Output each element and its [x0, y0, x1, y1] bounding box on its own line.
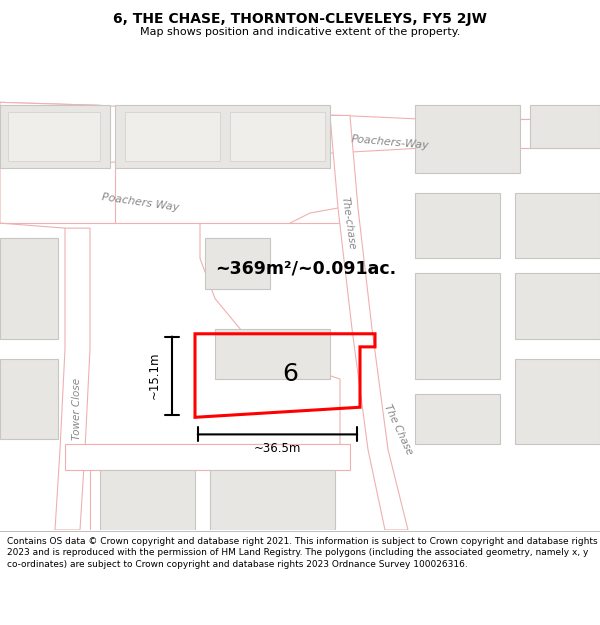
Polygon shape — [415, 193, 500, 258]
Text: The Chase: The Chase — [382, 402, 414, 456]
Polygon shape — [210, 469, 335, 530]
Polygon shape — [100, 469, 195, 530]
Polygon shape — [515, 273, 600, 339]
Text: Poachers Way: Poachers Way — [101, 192, 179, 213]
Polygon shape — [8, 112, 100, 161]
Polygon shape — [415, 106, 520, 172]
Polygon shape — [515, 193, 600, 258]
Polygon shape — [530, 106, 600, 148]
Polygon shape — [430, 119, 600, 148]
Polygon shape — [125, 112, 220, 161]
Text: The-chase: The-chase — [340, 196, 356, 251]
Polygon shape — [415, 394, 500, 444]
Polygon shape — [0, 102, 600, 168]
Polygon shape — [230, 112, 325, 161]
Polygon shape — [215, 329, 330, 379]
Polygon shape — [0, 359, 58, 439]
Text: ~369m²/~0.091ac.: ~369m²/~0.091ac. — [215, 259, 396, 278]
Text: Poachers-Way: Poachers-Way — [350, 134, 430, 151]
Polygon shape — [415, 273, 500, 379]
Polygon shape — [55, 228, 90, 530]
Text: 6, THE CHASE, THORNTON-CLEVELEYS, FY5 2JW: 6, THE CHASE, THORNTON-CLEVELEYS, FY5 2J… — [113, 12, 487, 26]
Text: ~36.5m: ~36.5m — [254, 442, 301, 455]
Polygon shape — [65, 444, 350, 469]
Text: Contains OS data © Crown copyright and database right 2021. This information is : Contains OS data © Crown copyright and d… — [7, 537, 598, 569]
Text: ~15.1m: ~15.1m — [148, 352, 161, 399]
Text: 6: 6 — [282, 362, 298, 386]
Polygon shape — [115, 106, 330, 168]
Polygon shape — [0, 238, 58, 339]
Polygon shape — [0, 106, 110, 168]
Polygon shape — [515, 359, 600, 444]
Text: Tower Close: Tower Close — [72, 378, 82, 440]
Text: Map shows position and indicative extent of the property.: Map shows position and indicative extent… — [140, 27, 460, 37]
Polygon shape — [205, 238, 270, 289]
Polygon shape — [330, 116, 408, 530]
